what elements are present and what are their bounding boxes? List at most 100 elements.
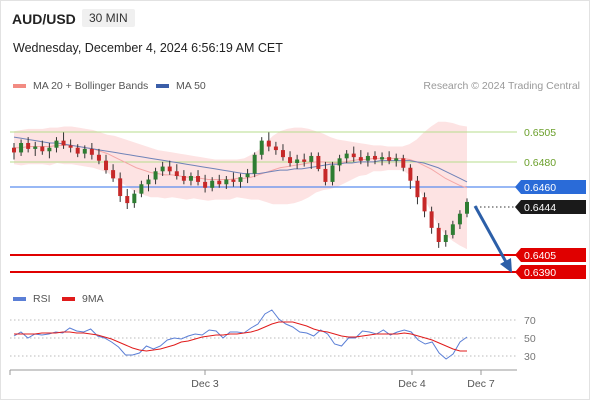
candle — [380, 152, 385, 166]
candle — [118, 172, 123, 202]
legend-rsi-ma: 9MA — [62, 293, 104, 305]
candle-body — [132, 193, 137, 204]
x-label-dec7: Dec 7 — [467, 378, 495, 390]
candle-body — [82, 148, 87, 154]
candle — [344, 150, 349, 164]
candle — [231, 172, 236, 187]
candle-body — [316, 155, 321, 169]
candle — [153, 167, 158, 185]
candle — [188, 172, 193, 186]
candle-body — [302, 159, 307, 162]
candle-body — [125, 196, 130, 204]
candle — [288, 151, 293, 167]
last-tag-bg — [515, 200, 586, 214]
candle — [387, 151, 392, 165]
candle-body — [33, 146, 38, 149]
candle — [89, 143, 94, 160]
candle-body — [252, 154, 257, 174]
candle-body — [26, 143, 31, 149]
rsi-legend-label: RSI — [33, 293, 51, 305]
candle — [217, 174, 222, 188]
candle — [422, 192, 427, 218]
candle-body — [436, 227, 441, 242]
candle — [245, 168, 250, 184]
candle-body — [188, 176, 193, 181]
candle-body — [337, 158, 342, 166]
ma20-swatch — [13, 84, 26, 88]
candle-body — [408, 167, 413, 181]
forecast-arrow-shaft — [473, 205, 508, 263]
candle — [259, 137, 264, 160]
rsi-70-label: 70 — [524, 315, 536, 327]
candle-body — [75, 147, 80, 154]
candle — [443, 230, 448, 247]
candle-body — [259, 140, 264, 155]
rsi-30-label: 30 — [524, 351, 536, 363]
candle — [408, 164, 413, 189]
candle — [401, 154, 406, 172]
support-2-tag: 0.6390 — [515, 265, 586, 279]
candle-body — [231, 179, 236, 182]
candle — [26, 137, 31, 153]
symbol-title: AUD/USD — [12, 11, 76, 27]
candle-body — [465, 201, 469, 214]
candle — [75, 144, 80, 158]
forecast-arrow-head — [500, 258, 512, 273]
candle-body — [181, 176, 186, 181]
candle-body — [19, 143, 24, 153]
candle — [358, 150, 363, 165]
candle — [196, 170, 201, 186]
candle-body — [47, 147, 52, 152]
candle — [450, 220, 455, 239]
pivot-tag-bg — [515, 180, 586, 194]
candle-body — [309, 155, 314, 162]
pivot-label: 0.6460 — [524, 182, 556, 194]
candle-body — [429, 211, 434, 228]
candle — [394, 153, 399, 167]
candles — [12, 132, 469, 248]
ma50-swatch — [156, 84, 169, 88]
x-label-dec3: Dec 3 — [191, 378, 219, 390]
candle — [33, 141, 38, 156]
candle-body — [450, 224, 455, 235]
candle — [238, 173, 243, 188]
candle — [280, 144, 285, 161]
candle-body — [238, 177, 243, 182]
candle-body — [401, 158, 406, 168]
candle-body — [104, 160, 109, 171]
candle-body — [415, 180, 420, 198]
candle — [465, 198, 469, 218]
candle — [68, 139, 73, 153]
credit-text: Research © 2024 Trading Central — [423, 80, 580, 92]
candle — [436, 223, 441, 248]
candle — [415, 176, 420, 205]
candle-body — [54, 140, 59, 148]
candle-body — [266, 140, 271, 147]
rsi-line — [13, 309, 468, 360]
candle — [104, 154, 109, 174]
rsi-ma-swatch — [62, 297, 75, 301]
candle-body — [40, 146, 45, 152]
candle-body — [330, 165, 335, 182]
support-1-tag-bg — [515, 248, 586, 262]
candle-body — [380, 157, 385, 160]
candle-body — [96, 154, 101, 161]
pivot-price-tag: 0.6460 — [515, 180, 586, 194]
candle — [203, 174, 208, 193]
candle — [146, 174, 151, 192]
candle — [330, 161, 335, 186]
timeframe-badge[interactable]: 30 MIN — [82, 9, 135, 27]
support-1-tag: 0.6405 — [515, 248, 586, 262]
candle-body — [365, 155, 370, 161]
candle — [457, 210, 462, 230]
rsi-ma-line — [14, 321, 467, 352]
candle — [96, 148, 101, 165]
candle — [174, 164, 179, 180]
last-price-tag: 0.6444 — [515, 200, 586, 214]
candle-body — [217, 180, 222, 185]
candle — [139, 180, 144, 198]
resistance-1-label: 0.6480 — [524, 157, 556, 169]
candle-body — [457, 213, 462, 225]
